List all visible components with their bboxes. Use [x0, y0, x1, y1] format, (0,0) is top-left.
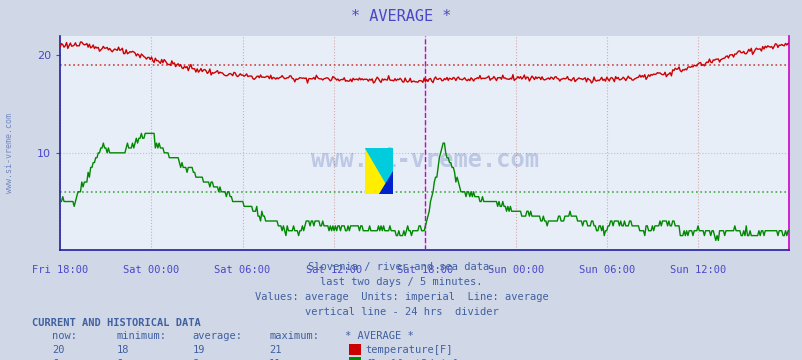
- Text: www.si-vreme.com: www.si-vreme.com: [310, 148, 538, 172]
- Text: now:: now:: [52, 331, 77, 341]
- Text: 6: 6: [116, 359, 123, 360]
- Text: Sun 00:00: Sun 00:00: [487, 265, 544, 275]
- Text: Slovenia / river and sea data.: Slovenia / river and sea data.: [307, 262, 495, 272]
- Text: maximum:: maximum:: [269, 331, 318, 341]
- Text: 21: 21: [269, 345, 282, 355]
- Text: Sun 12:00: Sun 12:00: [669, 265, 726, 275]
- Text: 6: 6: [52, 359, 59, 360]
- Text: minimum:: minimum:: [116, 331, 166, 341]
- Text: * AVERAGE *: * AVERAGE *: [351, 9, 451, 24]
- Text: last two days / 5 minutes.: last two days / 5 minutes.: [320, 277, 482, 287]
- Text: 18: 18: [116, 345, 129, 355]
- Text: Sun 06:00: Sun 06:00: [578, 265, 634, 275]
- Text: temperature[F]: temperature[F]: [365, 345, 452, 355]
- Polygon shape: [365, 148, 392, 194]
- Text: 19: 19: [192, 345, 205, 355]
- Text: Sat 00:00: Sat 00:00: [123, 265, 180, 275]
- Text: 8: 8: [192, 359, 199, 360]
- Text: Fri 18:00: Fri 18:00: [32, 265, 88, 275]
- Text: CURRENT AND HISTORICAL DATA: CURRENT AND HISTORICAL DATA: [32, 318, 200, 328]
- Text: Values: average  Units: imperial  Line: average: Values: average Units: imperial Line: av…: [254, 292, 548, 302]
- Text: 11: 11: [269, 359, 282, 360]
- Text: Sat 12:00: Sat 12:00: [305, 265, 362, 275]
- Text: Sat 06:00: Sat 06:00: [214, 265, 270, 275]
- Text: 20: 20: [52, 345, 65, 355]
- Polygon shape: [365, 148, 392, 194]
- Text: * AVERAGE *: * AVERAGE *: [345, 331, 414, 341]
- Polygon shape: [379, 171, 392, 194]
- Text: flow[foot3/min]: flow[foot3/min]: [365, 359, 459, 360]
- Text: vertical line - 24 hrs  divider: vertical line - 24 hrs divider: [304, 307, 498, 318]
- Text: www.si-vreme.com: www.si-vreme.com: [5, 113, 14, 193]
- Text: average:: average:: [192, 331, 242, 341]
- Text: Sat 18:00: Sat 18:00: [396, 265, 452, 275]
